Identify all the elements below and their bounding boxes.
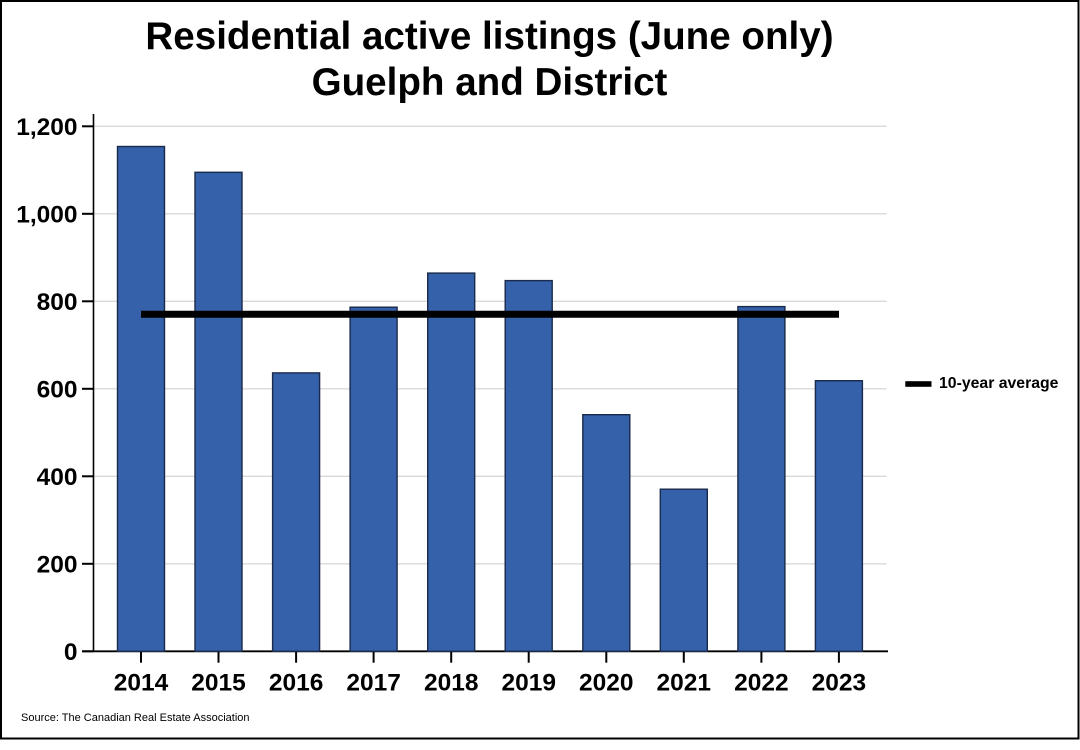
svg-text:0: 0 [64, 639, 78, 666]
svg-text:1,000: 1,000 [16, 201, 77, 228]
svg-text:2015: 2015 [191, 670, 246, 697]
svg-text:400: 400 [37, 464, 78, 491]
svg-text:2023: 2023 [812, 670, 867, 697]
svg-text:2016: 2016 [269, 670, 324, 697]
svg-text:10-year average: 10-year average [939, 375, 1059, 392]
svg-text:800: 800 [37, 289, 78, 316]
svg-text:200: 200 [37, 551, 78, 578]
svg-text:600: 600 [37, 376, 78, 403]
svg-text:2022: 2022 [734, 670, 789, 697]
svg-text:2019: 2019 [501, 670, 556, 697]
svg-text:2018: 2018 [424, 670, 479, 697]
svg-text:2017: 2017 [346, 670, 401, 697]
svg-text:Residential active listings (J: Residential active listings (June only) [145, 15, 833, 58]
svg-text:2014: 2014 [114, 670, 169, 697]
svg-text:Guelph and District: Guelph and District [312, 61, 668, 104]
svg-text:Source: The Canadian Real Esta: Source: The Canadian Real Estate Associa… [21, 712, 250, 724]
svg-text:2020: 2020 [579, 670, 634, 697]
svg-text:2021: 2021 [657, 670, 712, 697]
svg-text:1,200: 1,200 [16, 114, 77, 141]
